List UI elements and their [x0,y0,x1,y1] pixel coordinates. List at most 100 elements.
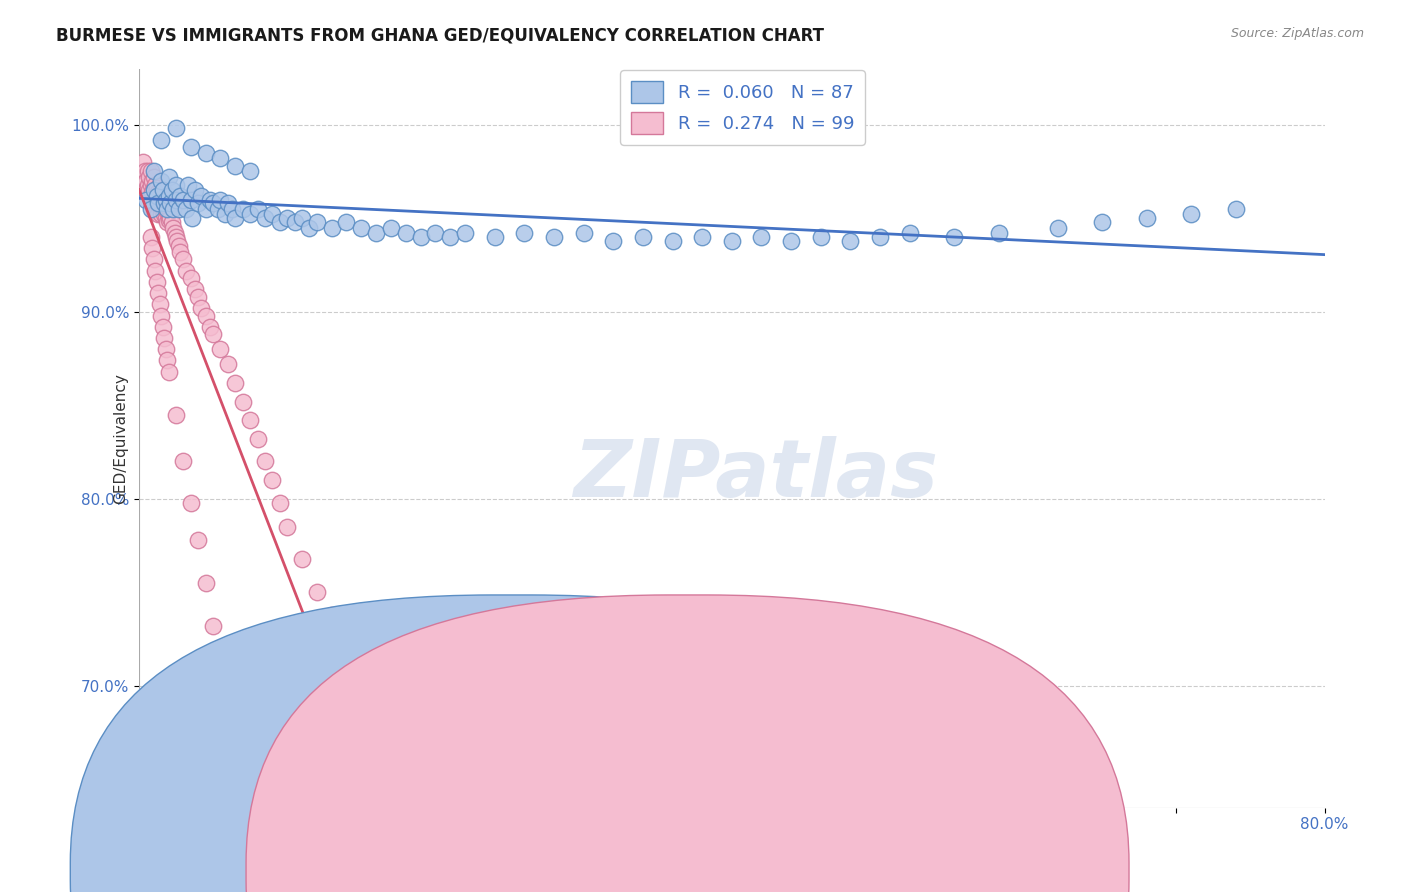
Point [184,183,207,197]
Point [187,196,209,211]
Point [513,226,536,240]
Point [198,319,221,334]
Point [180,271,202,285]
Point [143,188,166,202]
Point [150,133,173,147]
Point [321,220,343,235]
Point [155,211,177,226]
Point [720,234,742,248]
Point [159,211,181,226]
Point [1046,220,1069,235]
Point [253,211,276,226]
Point [602,234,624,248]
Point [141,174,163,188]
Point [152,319,174,334]
Point [165,408,187,422]
Point [335,215,357,229]
Point [153,196,176,211]
Point [156,202,179,216]
Point [661,234,683,248]
Point [150,309,173,323]
Point [153,196,176,211]
Point [395,226,418,240]
Point [148,207,170,221]
Point [335,632,357,647]
Point [350,657,373,671]
Point [139,178,162,192]
Point [149,200,172,214]
Point [209,193,232,207]
Point [425,226,447,240]
Point [135,193,157,207]
Point [202,196,225,211]
Point [156,215,179,229]
Point [180,140,202,154]
Point [217,357,239,371]
Point [194,145,217,160]
Point [166,234,188,248]
Point [869,230,891,244]
Point [943,230,966,244]
Point [224,211,246,226]
Point [172,252,194,267]
Point [484,230,506,244]
Point [262,473,284,487]
Point [246,432,269,446]
Point [176,263,198,277]
Point [217,698,239,712]
Point [149,188,172,202]
Point [148,196,170,211]
Point [839,234,862,248]
Point [810,230,832,244]
Point [167,202,190,216]
Point [898,226,921,240]
Point [284,215,307,229]
Point [148,196,170,211]
Point [207,202,229,216]
Point [162,202,184,216]
Point [232,757,254,772]
Point [190,301,212,315]
Point [145,203,167,218]
Point [780,234,803,248]
Point [350,220,373,235]
Point [153,207,176,221]
Point [364,226,387,240]
Point [152,193,174,207]
Point [155,193,177,207]
Point [190,188,212,202]
Point [276,520,298,534]
Point [269,496,291,510]
Point [150,183,173,197]
Point [135,183,157,197]
Point [159,196,181,211]
Point [269,215,291,229]
Point [572,226,595,240]
Point [194,576,217,591]
Point [184,282,207,296]
Point [321,607,343,622]
Point [138,183,160,197]
Text: BURMESE VS IMMIGRANTS FROM GHANA GED/EQUIVALENCY CORRELATION CHART: BURMESE VS IMMIGRANTS FROM GHANA GED/EQU… [56,27,824,45]
Point [409,230,432,244]
Point [194,202,217,216]
Point [165,121,187,136]
Text: Source: ZipAtlas.com: Source: ZipAtlas.com [1230,27,1364,40]
Point [239,413,262,427]
Point [139,188,162,202]
Point [1180,207,1202,221]
Point [145,275,167,289]
Point [198,193,221,207]
Point [180,193,202,207]
Point [165,193,187,207]
Point [135,174,157,188]
Point [172,193,194,207]
Point [169,244,191,259]
Point [1136,211,1159,226]
Point [165,230,187,244]
Point [187,290,209,304]
Text: Burmese: Burmese [538,864,606,879]
Point [145,188,167,202]
Point [217,196,239,211]
Point [180,496,202,510]
